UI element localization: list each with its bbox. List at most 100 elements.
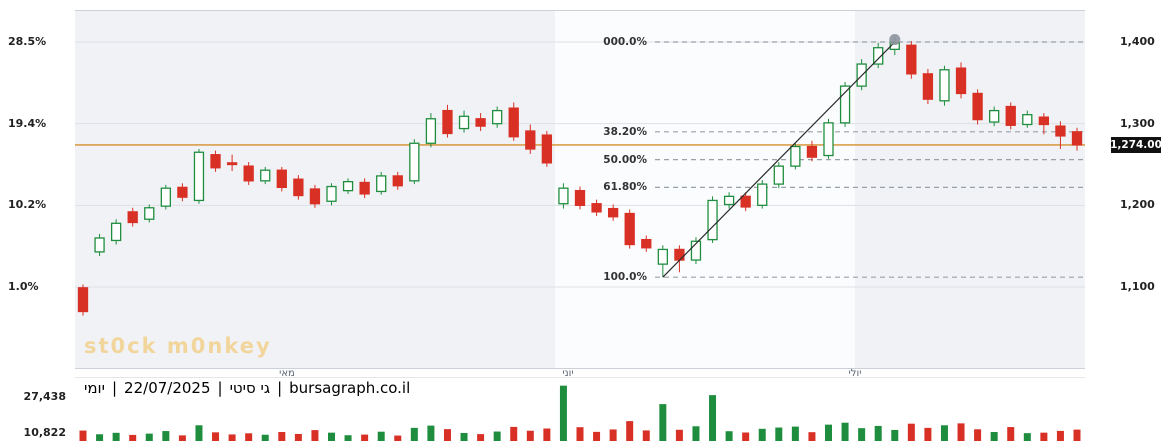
candle-body: [839, 85, 851, 124]
candle-body: [293, 178, 304, 197]
candle-body: [127, 211, 138, 224]
volume-bar: [940, 425, 948, 441]
candle-body: [1022, 114, 1033, 126]
candle-body: [458, 115, 470, 130]
candle-body: [624, 212, 635, 246]
volume-bar: [957, 423, 965, 441]
candle-body: [442, 109, 453, 135]
volume-bar: [1023, 433, 1031, 441]
candle-body: [226, 162, 238, 166]
candle-body: [972, 92, 983, 121]
candle-body: [823, 122, 834, 157]
candle-body: [359, 181, 370, 195]
candle-body: [177, 186, 188, 198]
candle-body: [1005, 105, 1016, 126]
volume-bar: [974, 429, 982, 441]
candle-body: [906, 44, 917, 75]
candle-body: [707, 199, 718, 241]
candle-body: [723, 195, 735, 206]
volume-bar: [195, 425, 203, 441]
candle-body: [674, 248, 685, 261]
volume-bar: [791, 426, 799, 441]
volume-bar: [692, 426, 700, 441]
volume-bar: [709, 395, 717, 441]
candle-body: [77, 287, 89, 313]
candle-body: [525, 130, 536, 150]
volume-bar: [526, 430, 534, 441]
volume-bar: [261, 434, 269, 441]
volume-bar: [178, 435, 186, 441]
candle-body: [193, 151, 205, 202]
volume-bar: [825, 424, 832, 441]
volume-bar: [924, 427, 932, 441]
volume-bar: [361, 434, 369, 441]
candle-body: [276, 169, 287, 189]
candle-body: [740, 195, 751, 208]
candle-body: [425, 118, 437, 144]
candle-body: [1071, 131, 1083, 146]
volume-bar: [228, 434, 236, 441]
candle-body: [1055, 125, 1066, 137]
volume-bar: [659, 404, 667, 441]
candle-body: [309, 188, 321, 205]
volume-bar: [742, 432, 750, 441]
volume-bar: [609, 429, 617, 441]
peak-marker: [889, 34, 901, 46]
volume-bar: [559, 385, 567, 441]
candle-body: [873, 47, 884, 65]
volume-bar: [510, 426, 518, 441]
volume-bar: [311, 430, 319, 441]
candle-body: [574, 189, 586, 206]
trendline: [662, 41, 896, 278]
volume-bar: [758, 428, 766, 441]
volume-bar: [427, 425, 435, 441]
volume-bar: [245, 433, 253, 441]
volume-bar: [477, 434, 485, 441]
volume-bar: [725, 431, 733, 441]
candle-body: [376, 175, 387, 193]
volume-bar: [129, 434, 137, 441]
candle-body: [955, 67, 967, 95]
volume-bar: [1007, 427, 1015, 441]
volume-bar: [328, 432, 335, 441]
volume-bar: [344, 435, 352, 441]
volume-bar: [626, 421, 634, 441]
volume-bar: [543, 428, 551, 441]
volume-bar: [294, 433, 302, 441]
candle-body: [657, 248, 668, 265]
volume-bar: [410, 427, 418, 441]
candle-body: [492, 109, 503, 125]
volume-bar: [493, 431, 501, 441]
volume-bar: [1056, 430, 1064, 441]
candle-body: [939, 69, 950, 102]
volume-bar: [576, 427, 584, 441]
candle-body: [757, 183, 768, 206]
volume-bar: [212, 432, 220, 441]
volume-bar: [278, 432, 286, 441]
volume-bar: [907, 423, 915, 441]
candle-body: [790, 145, 801, 167]
volume-bar: [162, 431, 170, 441]
volume-bar: [775, 427, 783, 441]
volume-bar: [642, 430, 650, 441]
candle-body: [773, 165, 784, 185]
volume-bar: [394, 435, 402, 441]
candle-body: [260, 169, 271, 182]
candle-body: [475, 118, 486, 127]
candle-body: [558, 187, 569, 205]
volume-bar: [1073, 429, 1081, 441]
candle-body: [144, 207, 155, 220]
volume-bar: [79, 430, 87, 441]
volume-bar: [443, 429, 451, 441]
month-highlight-band: [555, 10, 855, 368]
candle-body: [641, 238, 652, 249]
candle-body: [806, 145, 818, 158]
candle-body: [210, 154, 221, 169]
candle-body: [326, 185, 337, 202]
volume-bar: [891, 429, 899, 441]
volume-bar: [675, 429, 683, 441]
candle-body: [243, 165, 254, 182]
candle-body: [94, 237, 105, 253]
